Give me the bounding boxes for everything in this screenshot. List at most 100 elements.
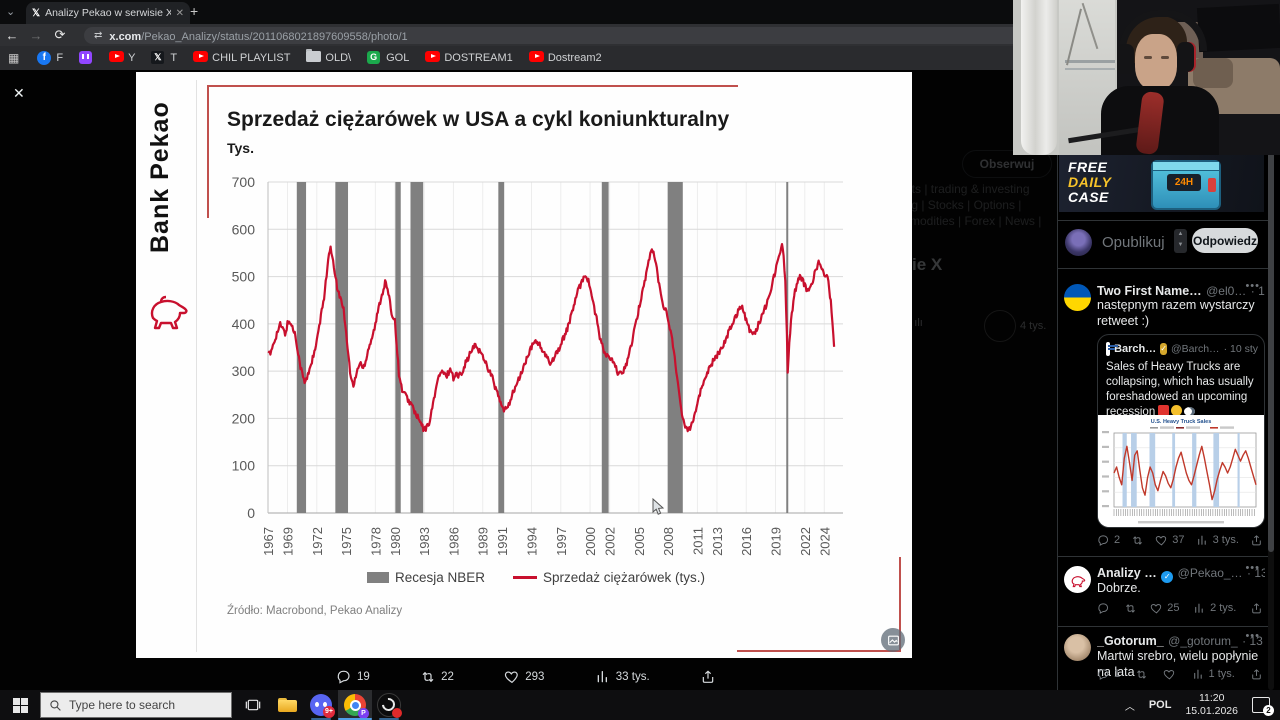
ad-banner[interactable]: FREE DAILY CASE 24H bbox=[1059, 155, 1264, 212]
reply-button[interactable]: 2 bbox=[1097, 534, 1120, 547]
retweet-button[interactable] bbox=[1124, 602, 1137, 615]
tweet-author[interactable]: Analizy … bbox=[1097, 566, 1157, 580]
browser-tab[interactable]: 𝕏 Analizy Pekao w serwisie X: „Pl ✕ bbox=[26, 2, 190, 24]
quoted-tweet[interactable]: Barch… ✓ @Barch… · 10 sty Sales of Heavy… bbox=[1097, 334, 1265, 528]
bars-button[interactable]: 3 tys. bbox=[1196, 534, 1239, 547]
g-icon: G bbox=[367, 51, 381, 65]
reply-button[interactable] bbox=[1097, 602, 1110, 615]
heart-button[interactable]: 293 bbox=[504, 669, 544, 685]
chrome-icon: P bbox=[344, 694, 369, 719]
stepper-control[interactable]: ▲ ▼ bbox=[1174, 229, 1187, 253]
svg-text:600: 600 bbox=[232, 221, 256, 237]
share-button[interactable] bbox=[1250, 534, 1263, 547]
quoted-chart-image[interactable]: U.S. Heavy Truck Sales bbox=[1098, 415, 1264, 527]
user-avatar[interactable] bbox=[1065, 229, 1092, 256]
bookmark-item-dostream2[interactable]: Dostream2 bbox=[528, 51, 602, 65]
reply-button[interactable]: Odpowiedz bbox=[1192, 228, 1258, 253]
retweet-icon bbox=[1124, 602, 1137, 615]
start-button[interactable] bbox=[0, 690, 40, 720]
tweet-handle[interactable]: @Pekao_… bbox=[1177, 566, 1243, 580]
bars-count: 1 tys. bbox=[1208, 668, 1235, 680]
reply-tweet[interactable]: _Gotorum_ @_gotorum_ · 13 sty ••• Martwi… bbox=[1058, 630, 1268, 690]
bookmark-item-chil-playlist[interactable]: CHIL PLAYLIST bbox=[193, 51, 290, 65]
close-photo-icon[interactable]: ✕ bbox=[13, 85, 25, 101]
bookmark-item-old-[interactable]: OLD\ bbox=[306, 49, 351, 65]
emoji-eyes bbox=[1184, 406, 1196, 416]
bars-button[interactable]: 1 tys. bbox=[1192, 668, 1235, 681]
tweet-handle[interactable]: @el0… bbox=[1206, 284, 1247, 298]
bookmark-item-gol[interactable]: G GOL bbox=[367, 51, 409, 65]
tab-close-icon[interactable]: ✕ bbox=[175, 7, 184, 19]
youtube-icon bbox=[109, 51, 125, 65]
reply-tweet[interactable]: Analizy … ✓ @Pekao_… · 13 sty ••• Dobrze… bbox=[1058, 562, 1268, 624]
reply-count: 19 bbox=[357, 671, 370, 683]
svg-text:200: 200 bbox=[232, 410, 256, 426]
pekao-avatar[interactable] bbox=[1064, 566, 1091, 593]
tray-expand-icon[interactable]: ︿ bbox=[1124, 701, 1135, 713]
retweet-button[interactable] bbox=[1131, 534, 1144, 547]
gotorum-avatar[interactable] bbox=[1064, 634, 1091, 661]
address-bar[interactable]: ⇄ x.com/Pekao_Analizy/status/20110680218… bbox=[84, 27, 1024, 44]
new-tab-button[interactable]: + bbox=[190, 3, 199, 19]
retweet-button[interactable]: 22 bbox=[420, 669, 454, 685]
heart-button[interactable]: 25 bbox=[1150, 602, 1179, 615]
chart-image[interactable]: Bank Pekao Sprzedaż ciężarówek w USA a c… bbox=[136, 72, 912, 658]
composer-placeholder[interactable]: Opublikuj bbox=[1102, 234, 1165, 251]
ukraine-flag-avatar[interactable] bbox=[1064, 284, 1091, 311]
obs-button[interactable] bbox=[372, 690, 406, 720]
taskbar-search-input[interactable]: Type here to search bbox=[40, 692, 232, 718]
share-button[interactable] bbox=[700, 669, 716, 685]
search-icon bbox=[50, 699, 61, 711]
more-options-icon[interactable]: ••• bbox=[1245, 630, 1260, 642]
task-view-button[interactable] bbox=[236, 690, 270, 720]
discord-button[interactable]: 9+ bbox=[304, 690, 338, 720]
back-button[interactable]: ← bbox=[5, 27, 19, 43]
svg-text:2024: 2024 bbox=[817, 527, 832, 556]
tweet-stats: 2 37 3 tys. bbox=[1097, 532, 1263, 548]
reload-button[interactable]: ⟳ bbox=[54, 27, 66, 42]
tweet-action-bar: 19 22 293 33 tys. bbox=[336, 666, 716, 688]
language-indicator[interactable]: POL bbox=[1148, 699, 1172, 711]
bookmark-item-y[interactable]: Y bbox=[109, 51, 135, 65]
bookmark-item-dostream1[interactable]: DOSTREAM1 bbox=[425, 51, 513, 65]
image-options-button[interactable] bbox=[881, 628, 905, 652]
reply-tweet[interactable]: Two First Name… @el0… · 13 sty ••• nastę… bbox=[1058, 280, 1268, 560]
quoted-author[interactable]: Barch… bbox=[1114, 343, 1157, 355]
bookmark-label: Dostream2 bbox=[547, 52, 602, 64]
svg-text:700: 700 bbox=[232, 174, 256, 190]
share-icon bbox=[1250, 534, 1263, 547]
heart-button[interactable] bbox=[1163, 668, 1176, 681]
notification-center-button[interactable]: 2 bbox=[1252, 697, 1274, 716]
reply-button[interactable]: 19 bbox=[336, 669, 370, 685]
tweet-handle[interactable]: @_gotorum_ bbox=[1168, 634, 1238, 648]
heart-button[interactable]: 37 bbox=[1155, 534, 1185, 547]
follow-button-dimmed[interactable]: Obserwuj bbox=[962, 150, 1052, 178]
apps-grid-icon[interactable]: ▦ bbox=[8, 51, 20, 65]
headphone-earcup-left bbox=[1117, 44, 1134, 74]
share-button[interactable] bbox=[1250, 602, 1263, 615]
tweet-author[interactable]: _Gotorum_ bbox=[1097, 634, 1164, 648]
site-settings-icon[interactable]: ⇄ bbox=[94, 30, 103, 41]
bars-button[interactable]: 2 tys. bbox=[1193, 602, 1236, 615]
scrollbar-thumb[interactable] bbox=[1268, 152, 1274, 552]
tweet-author[interactable]: Two First Name… bbox=[1097, 284, 1202, 298]
bookmark-item-twitch[interactable] bbox=[79, 51, 93, 65]
heart-icon bbox=[1163, 668, 1176, 681]
tab-search-chevron-icon[interactable]: ⌄ bbox=[6, 6, 16, 18]
svg-text:1989: 1989 bbox=[476, 527, 491, 556]
reply-button[interactable]: 1 bbox=[1097, 668, 1120, 681]
bars-button[interactable]: 33 tys. bbox=[595, 669, 650, 685]
chart-unit-label: Tys. bbox=[227, 140, 254, 156]
url-host: x.com bbox=[109, 30, 142, 43]
forward-button[interactable]: → bbox=[29, 27, 43, 43]
file-explorer-button[interactable] bbox=[270, 690, 304, 720]
twitch-icon bbox=[79, 51, 93, 65]
more-options-icon[interactable]: ••• bbox=[1245, 562, 1260, 574]
taskbar-clock[interactable]: 11:20 15.01.2026 bbox=[1185, 692, 1238, 718]
share-button[interactable] bbox=[1250, 668, 1263, 681]
retweet-button[interactable] bbox=[1135, 668, 1148, 681]
more-options-icon[interactable]: ••• bbox=[1245, 280, 1260, 292]
chrome-button[interactable]: P bbox=[338, 690, 372, 720]
